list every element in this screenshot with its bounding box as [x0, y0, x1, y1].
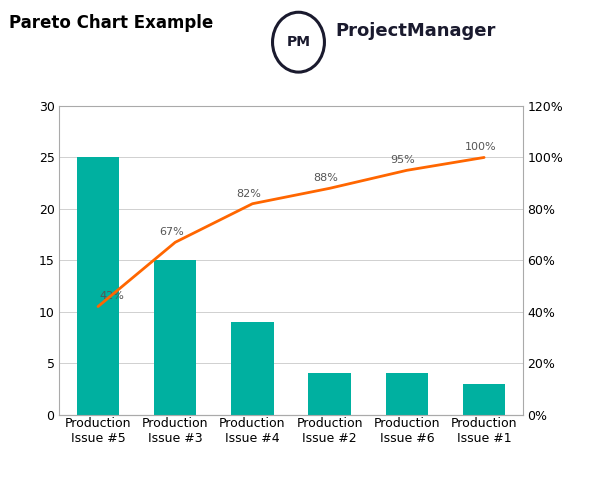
Text: 67%: 67%: [159, 227, 184, 237]
Bar: [231, 322, 274, 415]
Text: 88%: 88%: [314, 173, 338, 183]
Text: PM: PM: [286, 35, 311, 49]
Text: 82%: 82%: [236, 188, 261, 199]
Text: Pareto Chart Example: Pareto Chart Example: [9, 14, 213, 32]
Bar: [308, 374, 351, 415]
Bar: [154, 260, 197, 415]
Text: 95%: 95%: [391, 155, 415, 165]
Text: ProjectManager: ProjectManager: [336, 22, 496, 40]
Bar: [463, 384, 505, 415]
Text: 42%: 42%: [99, 292, 124, 301]
Bar: [77, 158, 119, 415]
Text: 100%: 100%: [465, 142, 496, 152]
Bar: [386, 374, 428, 415]
